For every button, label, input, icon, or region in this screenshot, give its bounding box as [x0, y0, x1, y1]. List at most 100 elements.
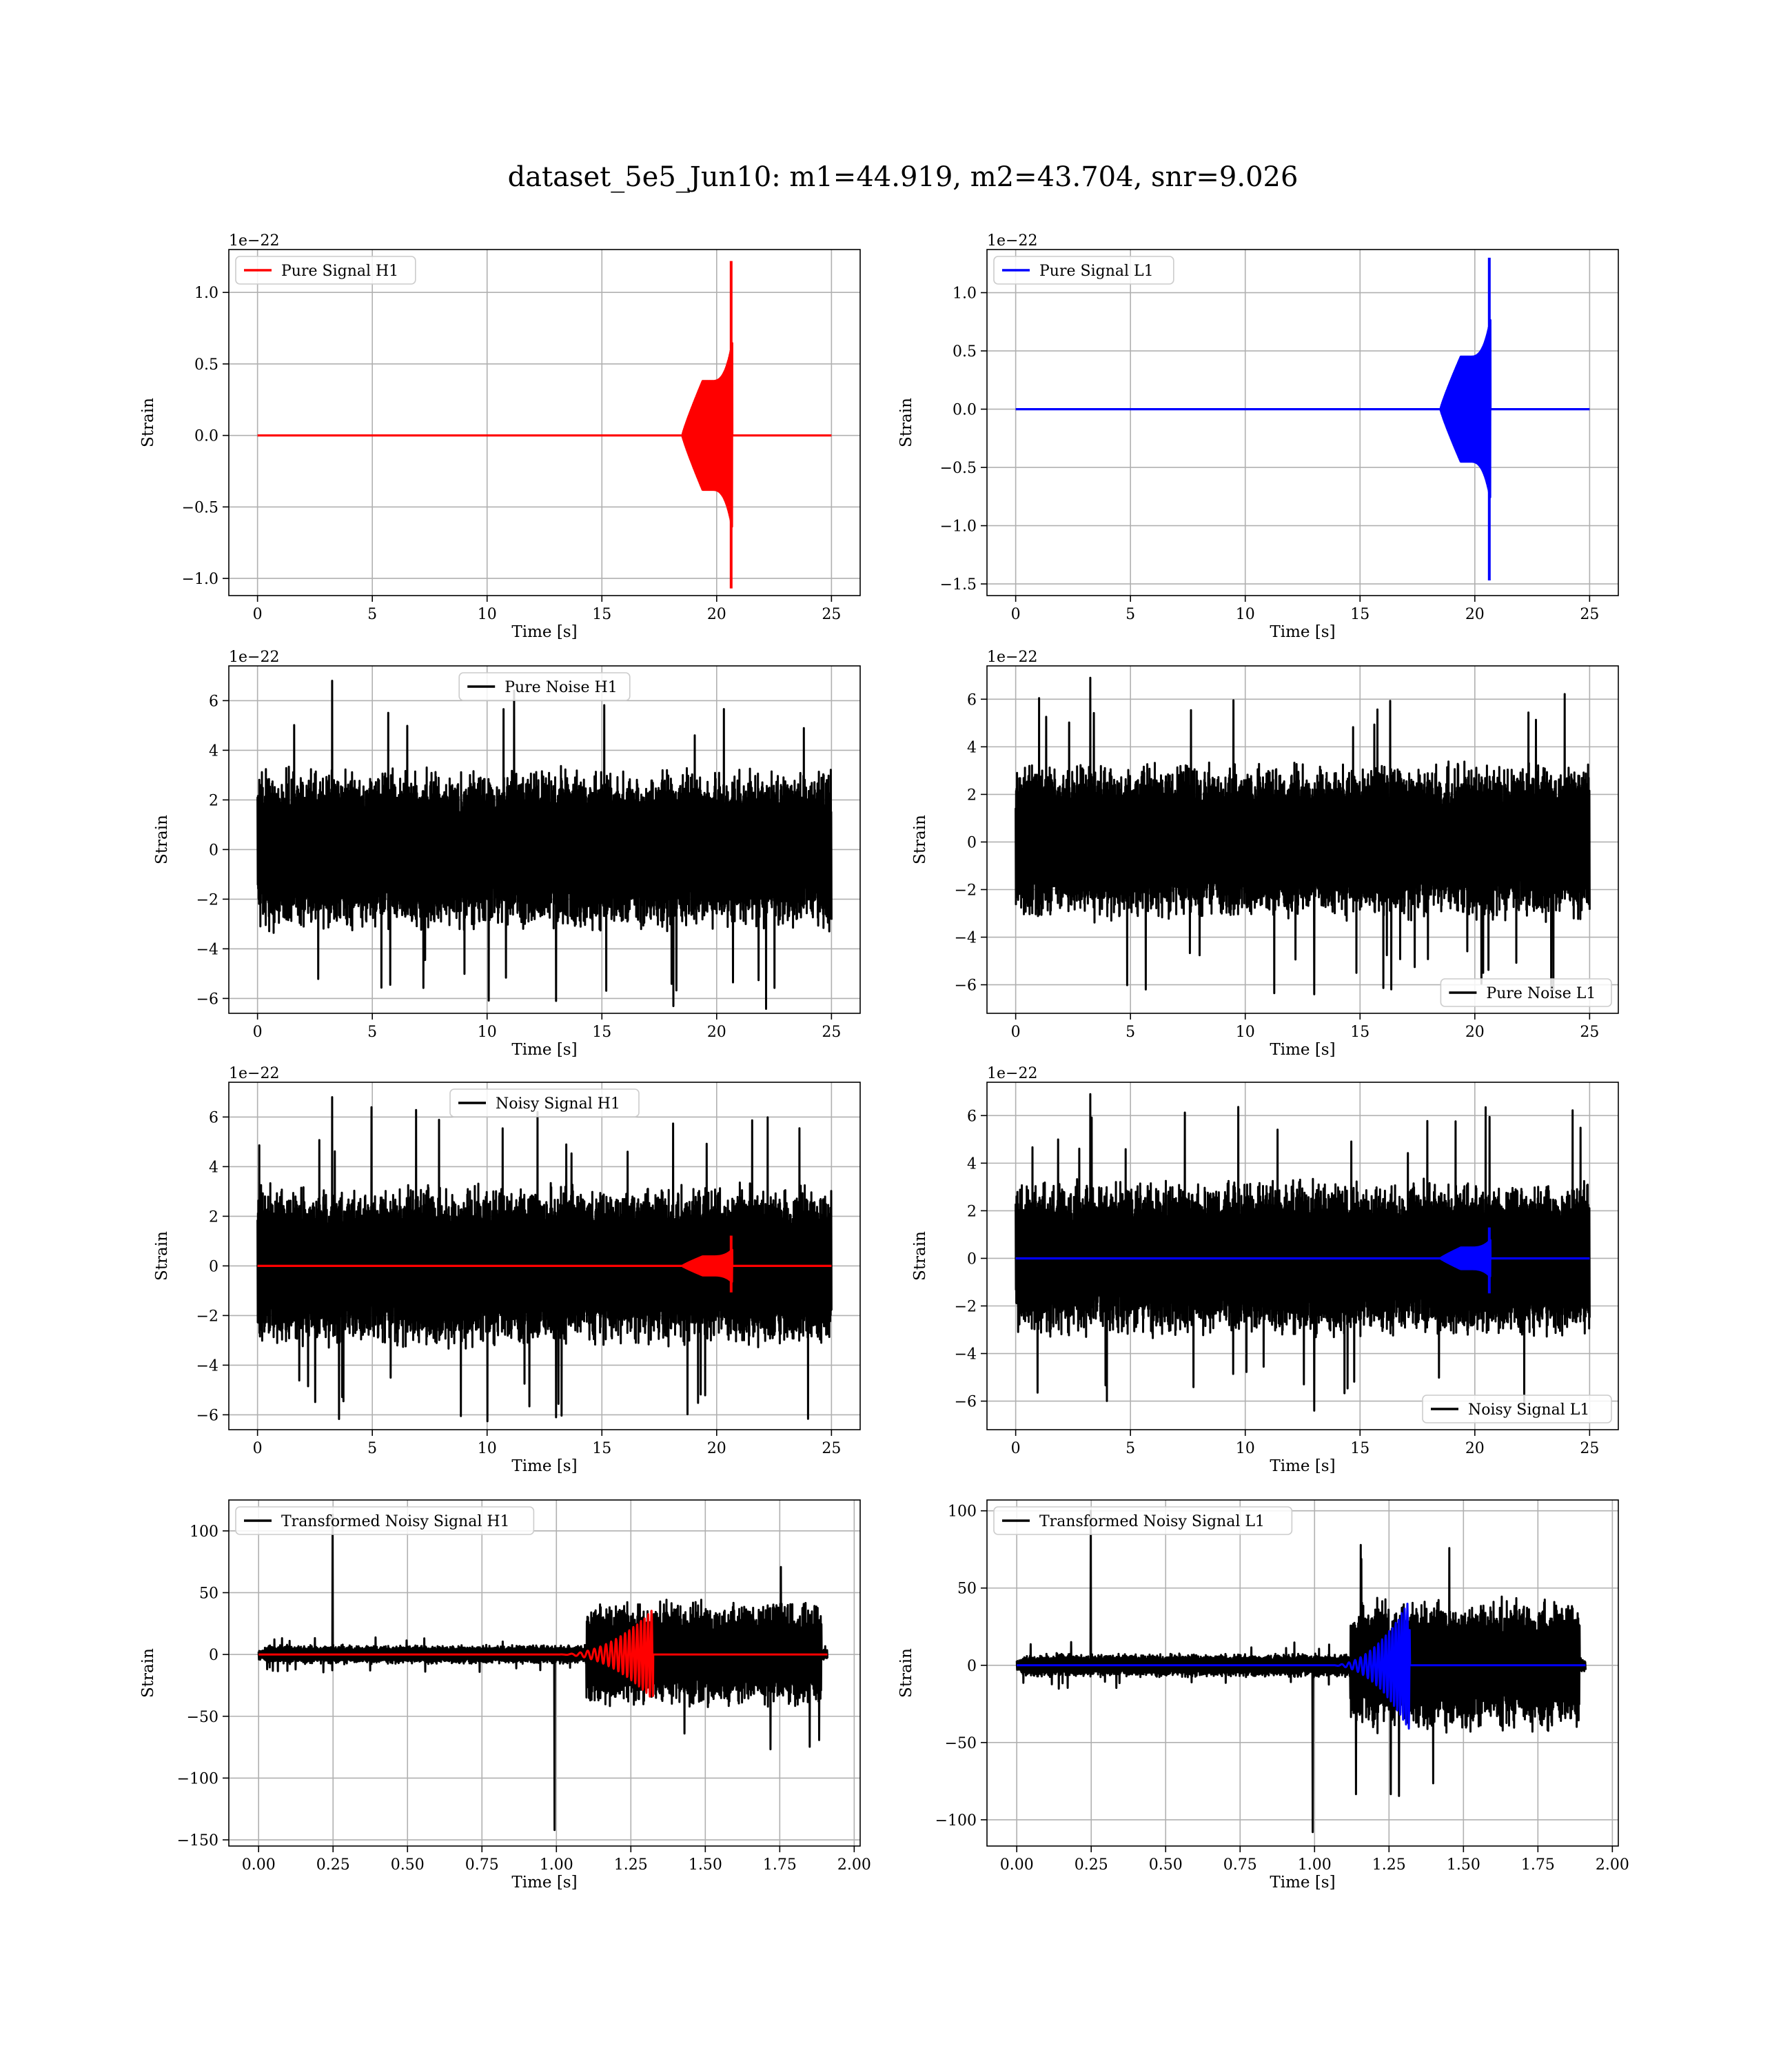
axes-frame — [986, 1499, 1619, 1847]
legend: Noisy Signal H1 — [449, 1088, 640, 1117]
series-line-pure-signal-h1 — [256, 342, 833, 528]
x-tick-label: 1.25 — [1372, 1856, 1406, 1874]
x-tick-label: 0 — [253, 606, 263, 623]
legend-label: Pure Signal H1 — [281, 263, 398, 280]
axes-frame — [228, 1499, 861, 1847]
x-tick-label: 15 — [592, 606, 611, 623]
plot-area — [256, 680, 833, 1010]
series-line-noisy-signal-l1 — [1015, 1093, 1591, 1412]
series-line-pure-noise-l1 — [1015, 676, 1591, 995]
plot-area — [1015, 257, 1591, 581]
y-tick-label: −1.0 — [182, 571, 218, 588]
x-tick-label: 0.00 — [1000, 1856, 1034, 1874]
y-tick-label: −4 — [196, 941, 218, 958]
axes-frame — [986, 665, 1619, 1014]
x-tick-label: 25 — [1580, 1440, 1599, 1457]
y-tick-label: 6 — [967, 1108, 977, 1125]
x-tick-label: 25 — [822, 1024, 841, 1041]
y-tick-label: 4 — [967, 739, 977, 756]
x-tick-label: 5 — [1126, 1440, 1135, 1457]
legend-box — [1422, 1395, 1612, 1423]
y-tick-label: −6 — [955, 1394, 977, 1411]
plot-area — [1015, 676, 1591, 995]
x-tick-label: 15 — [1350, 1440, 1370, 1457]
x-axis-label: Time [s] — [1270, 1041, 1335, 1059]
y-tick-label: 6 — [967, 691, 977, 709]
y-axis-label: Strain — [139, 398, 157, 447]
y-axis-label: Strain — [897, 1648, 915, 1698]
legend-box — [1440, 978, 1612, 1007]
legend-label: Transformed Noisy Signal H1 — [281, 1513, 510, 1530]
y-tick-label: −1.0 — [940, 518, 977, 536]
y-axis-label: Strain — [139, 1648, 157, 1698]
x-tick-label: 1.50 — [1447, 1856, 1480, 1874]
y-tick-label: −6 — [196, 1407, 218, 1424]
y-tick-label: −2 — [196, 891, 218, 909]
plot-area — [1015, 1510, 1587, 1834]
x-tick-label: 0.25 — [316, 1856, 350, 1874]
axes-frame — [986, 1082, 1619, 1430]
axes-frame — [986, 249, 1619, 596]
y-tick-label: 2 — [967, 1203, 977, 1220]
x-tick-label: 5 — [367, 1024, 377, 1041]
y-tick-label: −4 — [955, 930, 977, 947]
x-tick-label: 20 — [1465, 606, 1485, 623]
y-tick-label: 0.0 — [194, 428, 218, 445]
plot-area — [256, 1096, 833, 1423]
series-line-transformed-chirp-overlay — [1016, 1603, 1587, 1730]
y-tick-label: −100 — [177, 1770, 218, 1787]
x-tick-label: 2.00 — [1596, 1856, 1629, 1874]
y-tick-label: 0 — [209, 1647, 218, 1664]
subplot-row2-left: 0 5 10 15 20 25 −6 −4 −2 0 2 4 6 Time [s] Strain 1e−22 P… — [153, 649, 861, 1059]
y-tick-label: 0.0 — [953, 402, 977, 419]
y-tick-label: 0 — [967, 834, 977, 851]
y-axis-label: Strain — [911, 815, 929, 864]
subplot-row3-right: 0 5 10 15 20 25 −6 −4 −2 0 2 4 6 Time [s] Strain 1e−22 N… — [911, 1065, 1619, 1475]
legend-box — [449, 1088, 640, 1117]
x-tick-label: 20 — [1465, 1024, 1485, 1041]
x-tick-label: 0 — [1011, 606, 1021, 623]
x-tick-label: 5 — [1126, 606, 1135, 623]
legend-label: Transformed Noisy Signal L1 — [1039, 1513, 1265, 1530]
x-tick-label: 1.75 — [763, 1856, 797, 1874]
x-tick-label: 15 — [1350, 1024, 1370, 1041]
y-tick-label: −6 — [196, 991, 218, 1008]
legend-box — [235, 256, 416, 285]
x-tick-label: 10 — [478, 1024, 497, 1041]
legend-label: Pure Noise H1 — [505, 679, 618, 696]
y-tick-label: 50 — [199, 1585, 218, 1602]
axes-frame — [228, 249, 861, 596]
x-tick-label: 2.00 — [837, 1856, 871, 1874]
subplot-row1-right: 0 5 10 15 20 25 −1.5 −1.0 −0.5 0.0 0.5 1.0 Time [s] S… — [897, 232, 1619, 641]
y-axis-label: Strain — [911, 1231, 929, 1281]
y-tick-label: 1.0 — [953, 285, 977, 303]
axes-frame — [228, 1082, 861, 1430]
y-tick-label: −4 — [955, 1346, 977, 1364]
y-tick-label: −0.5 — [940, 460, 977, 477]
legend-label: Noisy Signal L1 — [1468, 1401, 1589, 1419]
legend-box — [993, 1506, 1293, 1535]
x-tick-label: 25 — [1580, 606, 1599, 623]
y-tick-label: 2 — [209, 792, 218, 809]
y-offset-label: 1e−22 — [229, 649, 279, 666]
y-tick-label: −100 — [935, 1812, 977, 1829]
x-tick-label: 0 — [253, 1024, 263, 1041]
x-axis-label: Time [s] — [511, 1041, 577, 1059]
series-line-pure-noise-h1 — [256, 680, 833, 1010]
x-tick-label: 20 — [707, 1024, 726, 1041]
x-tick-label: 0.75 — [465, 1856, 499, 1874]
y-axis-label: Strain — [153, 1231, 171, 1281]
series-line-chirp-overlay — [256, 1248, 833, 1283]
legend-label: Noisy Signal H1 — [496, 1095, 620, 1113]
y-axis-label: Strain — [153, 815, 171, 864]
x-axis-label: Time [s] — [511, 623, 577, 641]
legend-box — [458, 672, 631, 701]
y-tick-label: −50 — [187, 1709, 218, 1726]
legend-box — [993, 256, 1174, 285]
legend-box — [235, 1506, 535, 1535]
y-tick-label: −0.5 — [182, 499, 218, 516]
y-tick-label: −150 — [177, 1832, 218, 1849]
x-axis-label: Time [s] — [511, 1457, 577, 1475]
